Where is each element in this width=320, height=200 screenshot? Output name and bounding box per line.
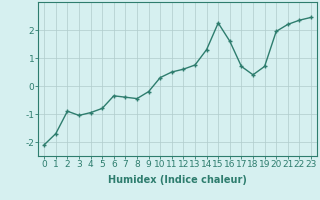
X-axis label: Humidex (Indice chaleur): Humidex (Indice chaleur) (108, 175, 247, 185)
